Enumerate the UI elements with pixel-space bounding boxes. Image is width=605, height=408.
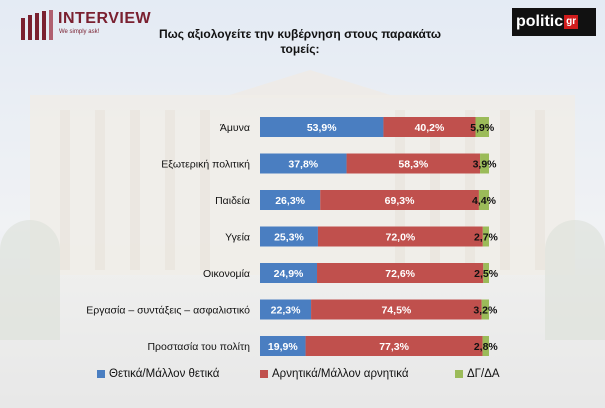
data-label: 3,2% — [473, 305, 498, 317]
data-label: 53,9% — [307, 122, 337, 134]
data-label: 40,2% — [415, 122, 445, 134]
data-label: 77,3% — [379, 341, 409, 353]
legend-item-dk: ΔΓ/ΔΑ — [455, 368, 500, 380]
legend-swatch-positive — [97, 370, 105, 378]
data-label: 37,8% — [288, 159, 318, 171]
legend-label-dk: ΔΓ/ΔΑ — [467, 368, 500, 380]
data-label: 24,9% — [274, 268, 304, 280]
bar-segment — [482, 336, 489, 356]
bar-segment — [346, 153, 481, 174]
header: INTERVIEW We simply ask! politic gr Πως α… — [0, 0, 605, 70]
legend-label-positive: Θετικά/Μάλλον θετικά — [109, 368, 220, 380]
bar-segment — [383, 117, 476, 137]
bar-segment — [260, 336, 306, 356]
legend: Θετικά/Μάλλον θετικά Αρνητικά/Μάλλον αρν… — [0, 368, 605, 388]
legend-item-negative: Αρνητικά/Μάλλον αρνητικά — [260, 368, 409, 380]
data-label: 19,9% — [268, 341, 298, 353]
legend-item-positive: Θετικά/Μάλλον θετικά — [97, 368, 219, 380]
bar-segment — [317, 226, 483, 247]
category-label: Εξωτερική πολιτική — [161, 159, 250, 171]
category-label: Οικονομία — [203, 268, 250, 280]
legend-swatch-negative — [260, 370, 268, 378]
data-label: 3,9% — [473, 159, 498, 171]
data-label: 22,3% — [271, 305, 301, 317]
category-label: Υγεία — [225, 232, 250, 244]
bar-segment — [311, 299, 482, 320]
category-label: Παιδεία — [215, 195, 250, 207]
bar-segment — [482, 226, 489, 247]
politic-logo-suffix: gr — [564, 15, 579, 29]
bar-segment — [260, 299, 312, 320]
data-label: 25,3% — [274, 232, 304, 244]
bar-segment — [480, 153, 489, 174]
legend-label-negative: Αρνητικά/Μάλλον αρνητικά — [272, 368, 409, 380]
bar-segment — [317, 263, 484, 283]
brand-tagline: We simply ask! — [59, 29, 100, 35]
politic-logo: politic gr — [512, 8, 596, 36]
chart-title-line1: Πως αξιολογείτε την κυβέρνηση στους παρα… — [158, 27, 442, 41]
data-label: 72,0% — [385, 232, 415, 244]
chart-title: Πως αξιολογείτε την κυβέρνηση στους παρα… — [150, 27, 450, 57]
data-label: 2,8% — [474, 341, 499, 353]
data-label: 69,3% — [385, 195, 415, 207]
politic-logo-text: politic — [516, 13, 564, 30]
category-label: Προστασία του πολίτη — [147, 341, 250, 353]
interview-logo-icon — [21, 10, 53, 40]
bar-segment — [260, 190, 321, 210]
data-label: 74,5% — [381, 305, 411, 317]
data-label: 58,3% — [398, 159, 428, 171]
bar-segment — [475, 117, 489, 137]
bar-segment — [478, 190, 489, 210]
data-label: 5,9% — [470, 122, 495, 134]
bar-segment — [260, 263, 318, 283]
data-label: 2,5% — [474, 268, 499, 280]
brand-name: INTERVIEW — [58, 10, 152, 27]
data-label: 26,3% — [275, 195, 305, 207]
bar-segment — [260, 117, 384, 137]
chart-title-line2: τομείς: — [280, 42, 320, 56]
bar-segment — [483, 263, 489, 283]
legend-swatch-dk — [455, 370, 463, 378]
category-label: Εργασία – συντάξεις – ασφαλιστικό — [86, 305, 250, 317]
data-label: 2,7% — [474, 232, 499, 244]
bar-segment — [320, 190, 479, 210]
data-label: 4,4% — [472, 195, 497, 207]
bar-segment — [260, 226, 318, 247]
category-label: Άμυνα — [220, 122, 250, 134]
bar-segment — [481, 299, 489, 320]
bar-segment — [305, 336, 483, 356]
bar-segment — [260, 153, 347, 174]
data-label: 72,6% — [385, 268, 415, 280]
